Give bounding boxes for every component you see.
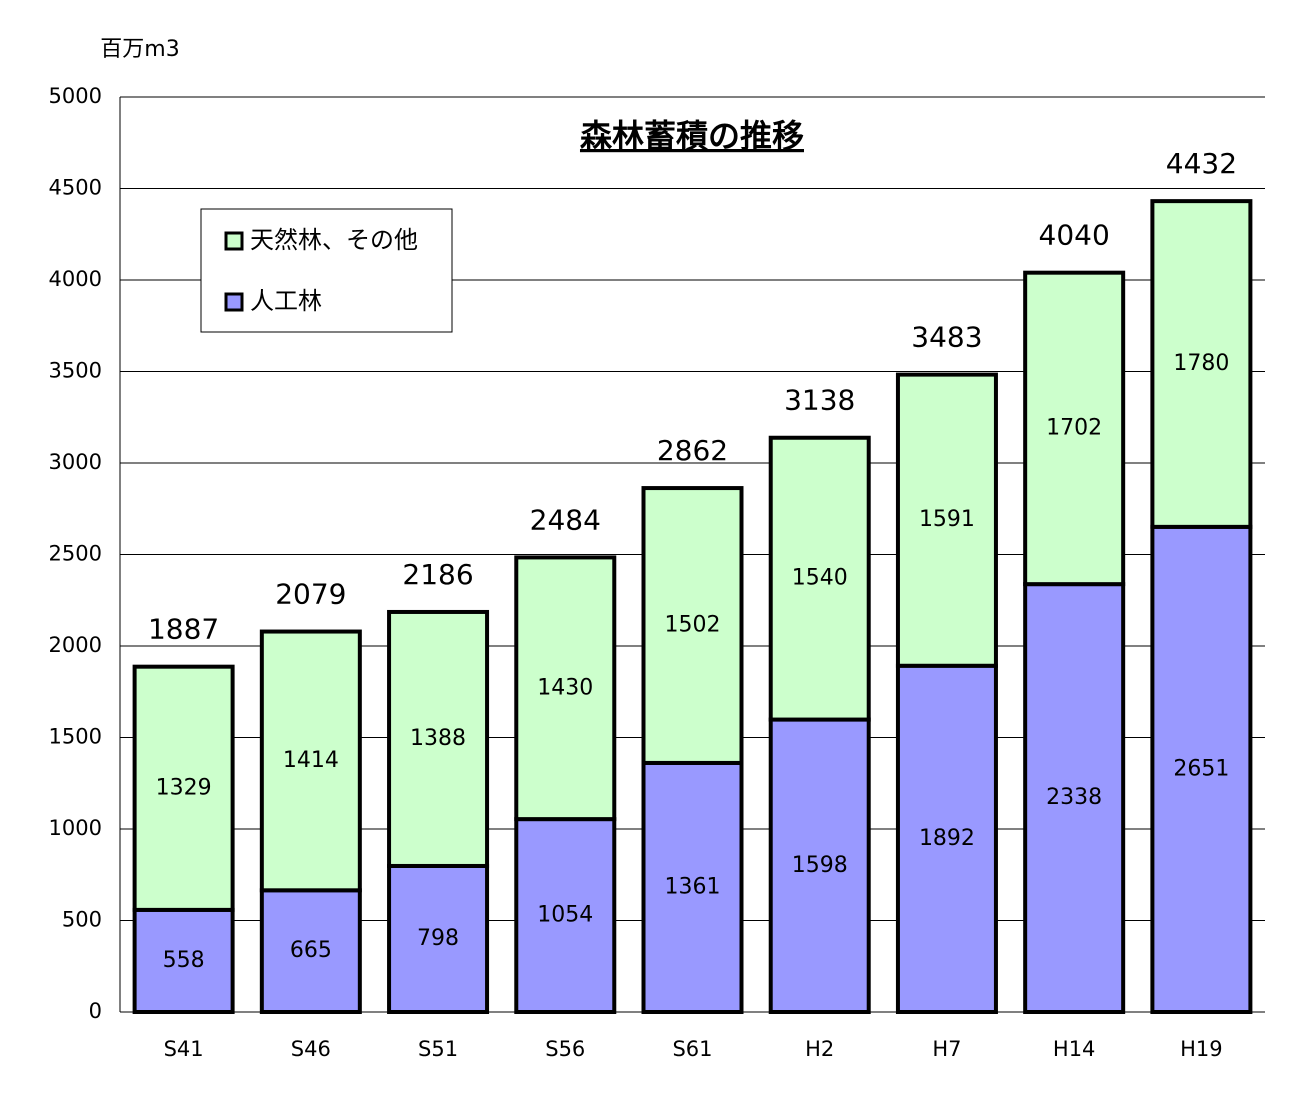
total-label: 2484	[530, 503, 601, 536]
legend-label: 天然林、その他	[250, 226, 418, 254]
chart-title: 森林蓄積の推移	[580, 117, 804, 155]
y-tick-label: 3500	[49, 359, 102, 383]
segment-label: 1598	[792, 853, 848, 878]
bar-segment	[1150, 199, 1253, 529]
y-unit: 百万m3	[100, 37, 179, 62]
bar-segment	[895, 372, 998, 668]
total-label: 4432	[1166, 147, 1237, 180]
bar-segment	[895, 663, 998, 1014]
segment-label: 2338	[1046, 785, 1102, 810]
legend-label: 人工林	[250, 287, 322, 315]
bar-segment	[1023, 270, 1126, 587]
segment-label: 1054	[537, 903, 593, 928]
bar-segment	[1023, 582, 1126, 1014]
segment-label: 1414	[283, 748, 339, 773]
total-label: 3138	[784, 384, 855, 417]
total-label: 2186	[402, 558, 473, 591]
y-tick-label: 4500	[49, 176, 102, 200]
bar-segment	[259, 629, 362, 893]
y-tick-label: 500	[62, 908, 102, 932]
segment-label: 665	[290, 938, 332, 963]
x-tick-label: H2	[805, 1037, 834, 1061]
total-label: 1887	[148, 613, 219, 646]
legend-swatch	[224, 292, 244, 312]
bar-segment	[768, 435, 871, 722]
segment-label: 1540	[792, 566, 848, 591]
bar-segment	[641, 486, 744, 765]
segment-label: 1329	[156, 775, 212, 800]
segment-label: 1361	[665, 874, 721, 899]
y-tick-label: 1500	[49, 725, 102, 749]
segment-label: 1502	[665, 613, 721, 638]
segment-label: 1780	[1173, 351, 1229, 376]
x-tick-label: S41	[164, 1037, 204, 1061]
segment-label: 1702	[1046, 415, 1102, 440]
x-tick-label: S51	[418, 1037, 458, 1061]
bar-segment	[132, 907, 235, 1014]
total-label: 2862	[657, 434, 728, 467]
bar-segment	[768, 717, 871, 1014]
y-tick-label: 5000	[49, 84, 102, 108]
total-label: 3483	[911, 321, 982, 354]
segment-label: 1591	[919, 507, 975, 532]
segment-label: 2651	[1173, 756, 1229, 781]
segment-label: 558	[163, 948, 205, 973]
x-tick-label: S61	[672, 1037, 712, 1061]
bar-segment	[514, 817, 617, 1014]
y-tick-label: 0	[89, 999, 102, 1023]
segment-label: 1388	[410, 726, 466, 751]
bar-segment	[387, 609, 490, 868]
x-tick-label: S56	[545, 1037, 585, 1061]
x-tick-label: S46	[291, 1037, 331, 1061]
x-tick-label: H14	[1053, 1037, 1096, 1061]
bar-segment	[1150, 524, 1253, 1014]
segment-label: 1892	[919, 826, 975, 851]
bar-segment	[514, 555, 617, 822]
y-tick-label: 2500	[49, 542, 102, 566]
total-label: 4040	[1039, 219, 1110, 252]
legend-swatch	[224, 231, 244, 251]
bar-segment	[132, 664, 235, 912]
total-label: 2079	[275, 578, 346, 611]
y-tick-label: 4000	[49, 267, 102, 291]
bar-segment	[387, 863, 490, 1014]
y-tick-label: 1000	[49, 816, 102, 840]
x-tick-label: H7	[932, 1037, 961, 1061]
segment-label: 1430	[537, 675, 593, 700]
y-tick-label: 2000	[49, 633, 102, 657]
y-tick-label: 3000	[49, 450, 102, 474]
segment-label: 798	[417, 926, 459, 951]
x-tick-label: H19	[1180, 1037, 1223, 1061]
